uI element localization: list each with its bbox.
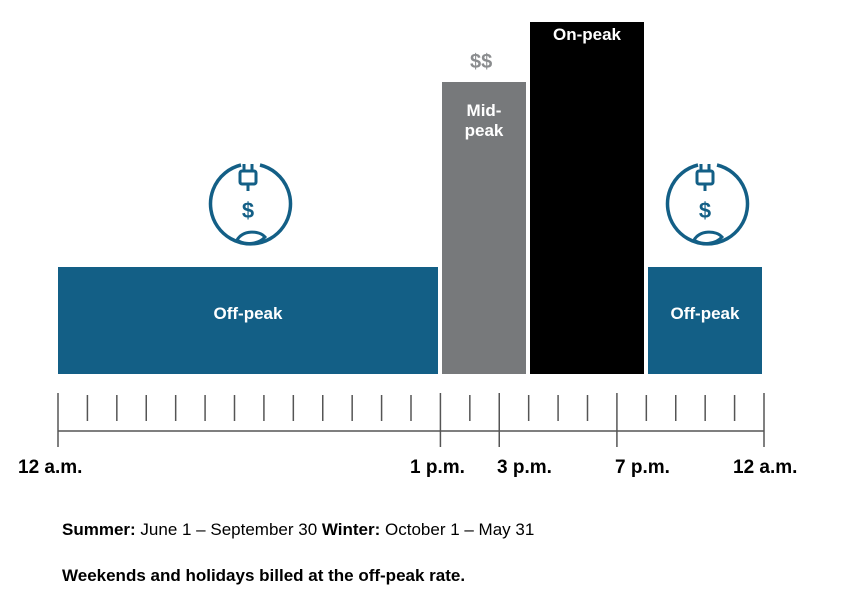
weekend-note: Weekends and holidays billed at the off-… [62,566,465,586]
mid-peak-price: $$ [470,51,493,73]
time-axis [57,393,765,447]
mid-peak-label: Mid- peak [442,101,526,141]
plug-leaf-dollar-icon: $ [208,163,293,246]
winter-dates: October 1 – May 31 [380,520,535,539]
off-peak-label-evening: Off-peak [670,304,740,323]
dollar-symbol: $ [699,198,711,223]
mid-peak-block: Mid- peak [442,82,526,374]
season-note: Summer: June 1 – September 30 Winter: Oc… [62,520,534,540]
off-peak-label: Off-peak [213,304,283,323]
time-label-1pm: 1 p.m. [410,457,465,478]
time-label-7pm: 7 p.m. [615,457,670,478]
time-label-3pm: 3 p.m. [497,457,552,478]
summer-label: Summer: [62,520,136,539]
time-label-12am-end: 12 a.m. [733,457,798,478]
on-peak-label: On-peak [552,25,622,44]
weekend-note-text: Weekends and holidays billed at the off-… [62,566,466,585]
dollar-symbol: $ [242,198,254,223]
off-peak-block-morning: Off-peak [58,267,438,374]
on-peak-block: On-peak [530,22,644,374]
off-peak-block-evening: Off-peak [648,267,762,374]
mid-peak-label-line1: Mid- [466,101,502,120]
mid-peak-label-line2: peak [464,121,504,140]
summer-dates: June 1 – September 30 [135,520,322,539]
time-label-12am-start: 12 a.m. [18,457,83,478]
plug-leaf-dollar-icon-evening: $ [665,163,750,246]
winter-label: Winter: [321,520,381,539]
